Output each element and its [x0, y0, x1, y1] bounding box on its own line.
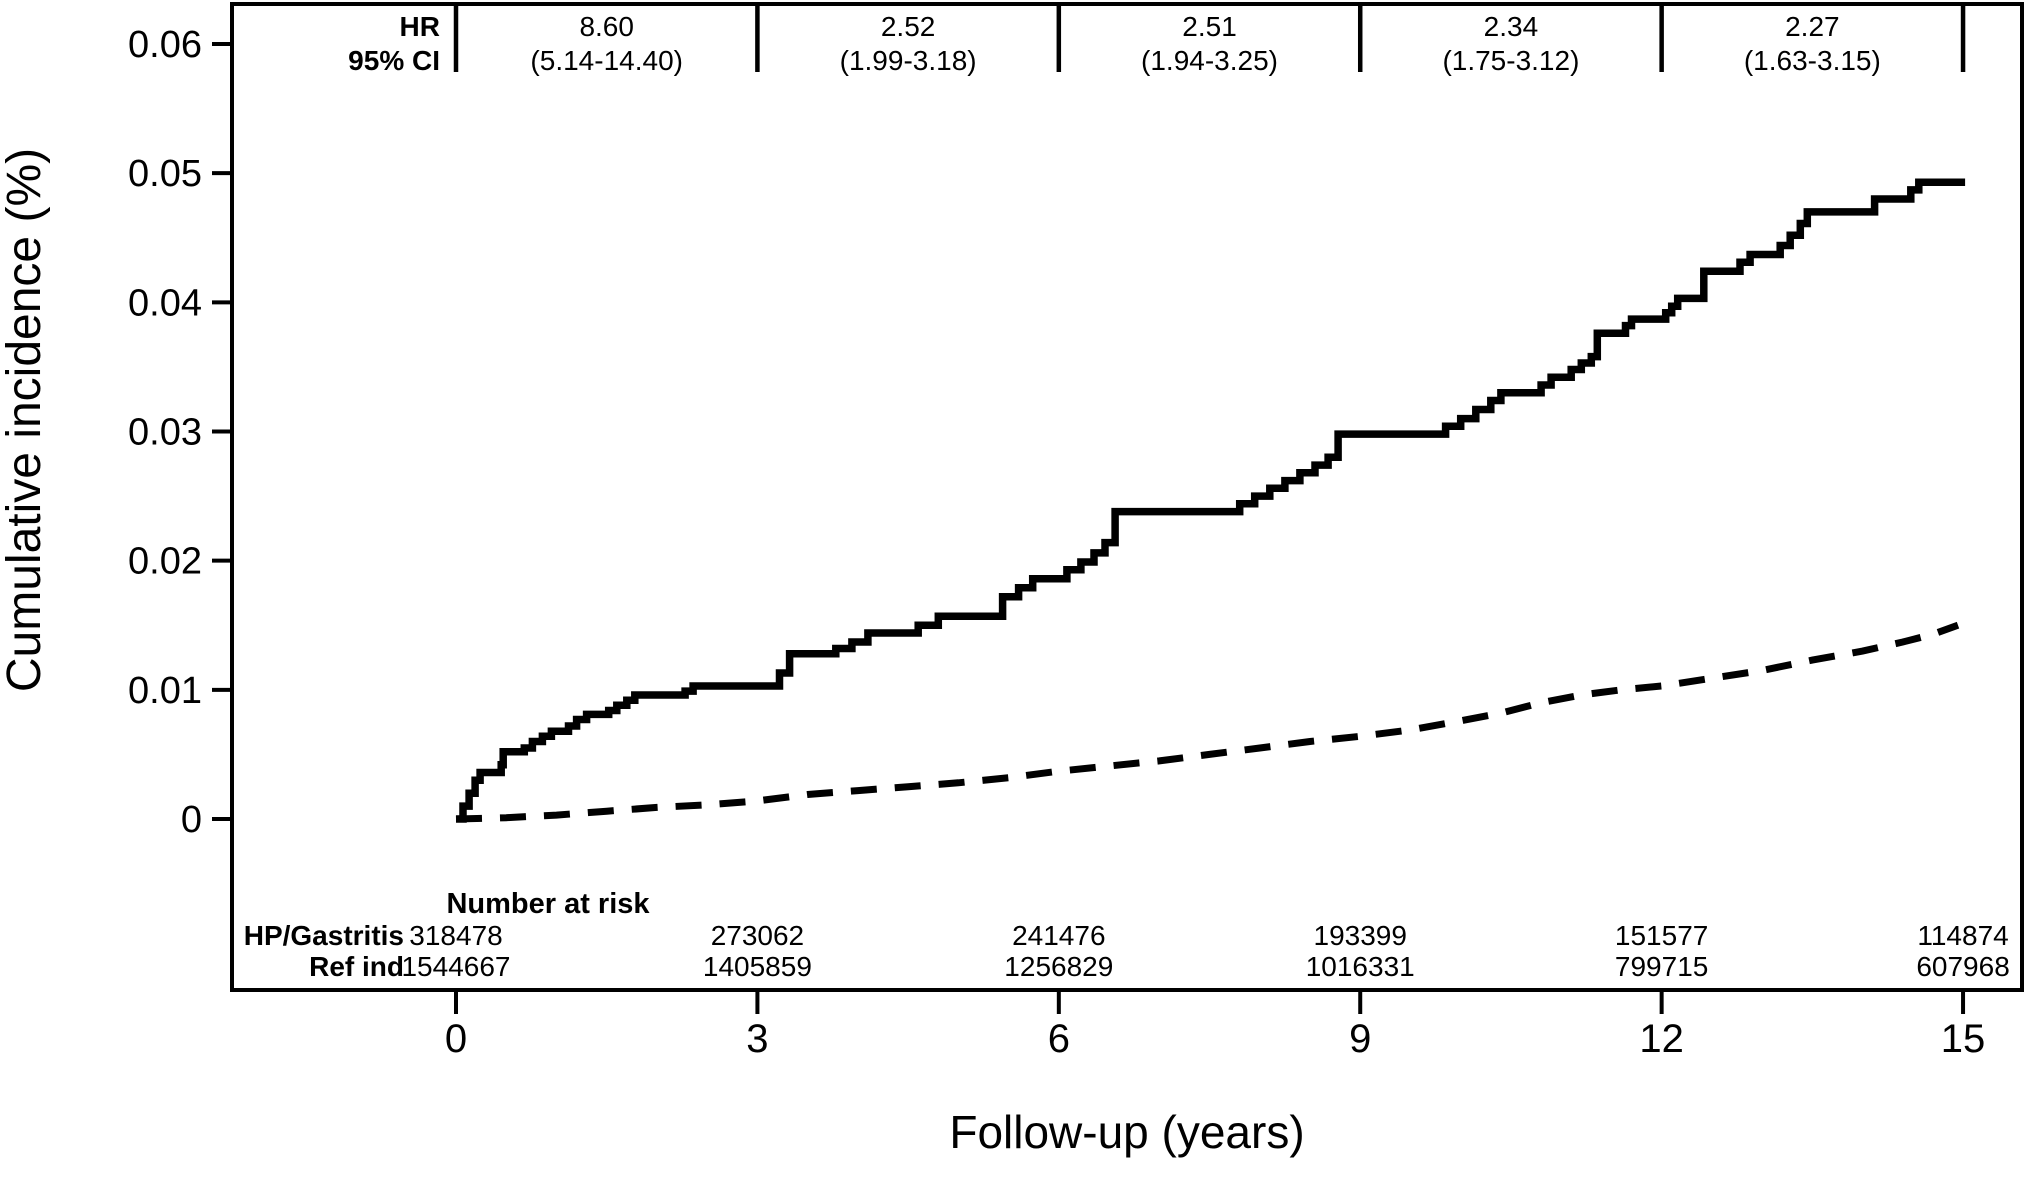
ci-row-label: 95% CI [348, 45, 440, 76]
risk-count: 1405859 [703, 951, 812, 982]
hr-banner-dividers [453, 4, 1966, 72]
y-tick-label: 0.05 [128, 153, 202, 195]
risk-count: 241476 [1012, 920, 1105, 951]
risk-count: 1016331 [1306, 951, 1415, 982]
x-tick-label: 9 [1349, 1017, 1371, 1061]
risk-count: 1256829 [1004, 951, 1113, 982]
number-at-risk-title: Number at risk [446, 888, 650, 920]
hr-value: 2.34 [1484, 11, 1539, 42]
x-tick-label: 6 [1048, 1017, 1070, 1061]
risk-count: 607968 [1916, 951, 2009, 982]
y-tick-label: 0.06 [128, 24, 202, 66]
y-tick-label: 0.02 [128, 541, 202, 583]
hr-banner-values: 8.60(5.14-14.40) 2.52(1.99-3.18) 2.51(1.94… [530, 11, 1880, 76]
series-line-hp-gastritis [456, 178, 1966, 823]
risk-count: 151577 [1615, 920, 1708, 951]
x-axis-ticks: 0 3 6 9 12 15 [445, 990, 1985, 1061]
y-tick-label: 0 [181, 799, 202, 841]
series-line-ref-ind [455, 621, 1960, 823]
plot-border [230, 2, 2024, 992]
ci-value: (1.94-3.25) [1141, 45, 1278, 76]
ci-value: (1.99-3.18) [840, 45, 977, 76]
y-tick-label: 0.04 [128, 282, 202, 324]
x-axis-title: Follow-up (years) [949, 1106, 1304, 1158]
risk-count: 114874 [1917, 920, 2008, 951]
risk-count: 799715 [1615, 951, 1708, 982]
risk-count: 273062 [711, 920, 804, 951]
hr-value: 2.27 [1785, 11, 1840, 42]
x-tick-label: 0 [445, 1017, 467, 1061]
x-tick-label: 15 [1941, 1017, 1986, 1061]
risk-count: 193399 [1314, 920, 1407, 951]
y-tick-label: 0.03 [128, 411, 202, 453]
hr-row-label: HR [400, 11, 440, 42]
ci-value: (1.75-3.12) [1442, 45, 1579, 76]
hr-value: 2.52 [881, 11, 936, 42]
survival-curves [455, 178, 1966, 823]
risk-count: 1544667 [401, 951, 510, 982]
number-at-risk-table: HP/Gastritis 318478 273062 241476 193399 1515… [244, 920, 2010, 982]
risk-row-label: Ref ind [309, 951, 404, 982]
y-axis-title: Cumulative incidence (%) [0, 148, 51, 692]
x-tick-label: 3 [746, 1017, 768, 1061]
hr-value: 8.60 [579, 11, 634, 42]
risk-row-label: HP/Gastritis [244, 920, 404, 951]
y-tick-label: 0.01 [128, 670, 202, 712]
ci-value: (5.14-14.40) [530, 45, 683, 76]
risk-count: 318478 [409, 920, 502, 951]
hr-value: 2.51 [1182, 11, 1237, 42]
x-tick-label: 12 [1639, 1017, 1684, 1061]
ci-value: (1.63-3.15) [1744, 45, 1881, 76]
y-axis-ticks: 0.06 0.05 0.04 0.03 0.02 0.01 0 [128, 24, 232, 841]
